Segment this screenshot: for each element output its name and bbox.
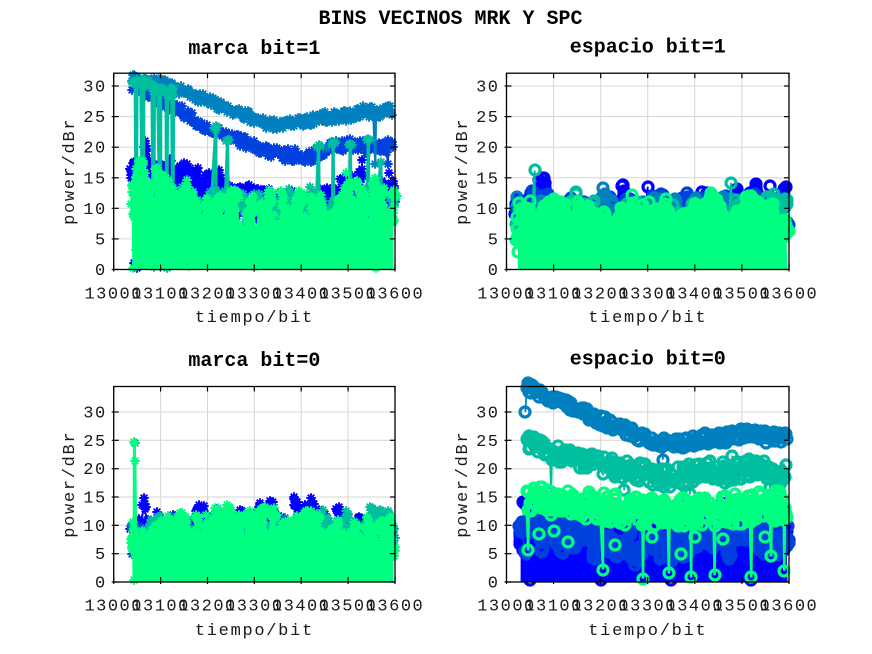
svg-text:13600: 13600 [366,597,425,616]
svg-text:10: 10 [83,518,106,537]
svg-text:25: 25 [83,109,106,128]
svg-text:marca bit=1: marca bit=1 [188,38,320,61]
svg-text:5: 5 [95,231,107,250]
svg-text:BINS VECINOS MRK Y SPC: BINS VECINOS MRK Y SPC [318,8,582,31]
svg-text:25: 25 [476,433,499,452]
svg-text:10: 10 [83,201,106,220]
svg-text:20: 20 [83,140,106,159]
svg-text:10: 10 [476,201,499,220]
svg-text:espacio bit=0: espacio bit=0 [570,349,726,372]
svg-text:25: 25 [83,433,106,452]
svg-text:13600: 13600 [366,285,425,304]
svg-text:tiempo/bit: tiempo/bit [588,622,707,641]
svg-text:power/dBr: power/dBr [454,118,473,225]
svg-text:power/dBr: power/dBr [454,431,473,538]
svg-text:tiempo/bit: tiempo/bit [195,309,314,328]
svg-text:0: 0 [488,575,500,594]
svg-text:power/dBr: power/dBr [61,431,80,538]
svg-text:power/dBr: power/dBr [61,118,80,225]
svg-text:20: 20 [83,461,106,480]
svg-text:15: 15 [476,490,499,509]
svg-text:0: 0 [95,575,107,594]
svg-text:15: 15 [476,170,499,189]
svg-text:13600: 13600 [760,285,819,304]
svg-text:25: 25 [476,109,499,128]
svg-text:0: 0 [488,262,500,281]
svg-text:15: 15 [83,170,106,189]
svg-text:20: 20 [476,140,499,159]
svg-text:30: 30 [83,79,106,98]
svg-text:20: 20 [476,461,499,480]
svg-text:10: 10 [476,518,499,537]
svg-text:30: 30 [83,405,106,424]
svg-text:30: 30 [476,79,499,98]
svg-text:marca bit=0: marca bit=0 [188,350,320,373]
svg-text:5: 5 [488,546,500,565]
svg-text:15: 15 [83,490,106,509]
svg-text:30: 30 [476,405,499,424]
svg-text:tiempo/bit: tiempo/bit [195,622,314,641]
svg-text:13600: 13600 [760,597,819,616]
svg-text:tiempo/bit: tiempo/bit [588,309,707,328]
svg-text:5: 5 [488,231,500,250]
svg-text:0: 0 [95,262,107,281]
svg-text:5: 5 [95,546,107,565]
svg-text:espacio bit=1: espacio bit=1 [570,37,726,60]
